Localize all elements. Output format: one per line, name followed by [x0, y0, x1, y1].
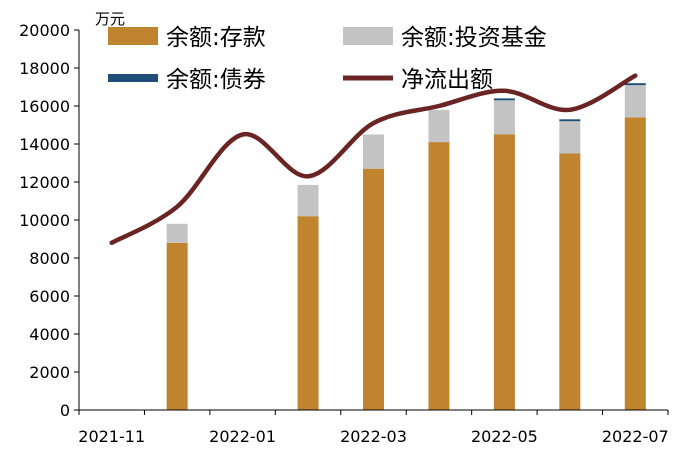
bars-layer: [166, 83, 646, 411]
y-tick-label: 4000: [29, 325, 70, 344]
y-tick-label: 16000: [19, 97, 70, 116]
x-tick-label: 2022-03: [340, 427, 407, 446]
legend: 余额:存款 余额:投资基金 余额:债券 净流出额: [108, 25, 547, 93]
legend-label-fund: 余额:投资基金: [401, 25, 547, 51]
legend-label-line: 净流出额: [401, 67, 493, 93]
y-tick-label: 6000: [29, 287, 70, 306]
y-tick-label: 12000: [19, 173, 70, 192]
bar-series2-2022-07: [624, 83, 646, 86]
bar-series0-2021-12: [166, 242, 188, 410]
bar-series2-2022-06: [559, 119, 581, 122]
y-tick-label: 2000: [29, 363, 70, 382]
x-tick-label: 2022-05: [471, 427, 538, 446]
legend-label-deposit: 余额:存款: [166, 25, 266, 51]
y-tick-label: 8000: [29, 249, 70, 268]
unit-label: 万元: [95, 10, 125, 28]
y-tick-label: 20000: [19, 21, 70, 40]
y-ticks: 0 2000 4000 6000 8000 10000 12000 14000 16000 180…: [19, 21, 79, 420]
bar-series0-2022-03: [363, 168, 384, 410]
bar-series0-2022-04: [428, 142, 450, 410]
bar-series1-2022-02: [297, 184, 319, 217]
y-tick-label: 0: [60, 401, 70, 420]
legend-label-bond: 余额:债券: [166, 67, 266, 93]
x-ticks: 2021-11 2022-01 2022-03 2022-05 2022-07: [78, 410, 669, 446]
bar-series1-2022-04: [428, 109, 450, 143]
legend-swatch-bond: [108, 74, 158, 82]
bar-series0-2022-05: [493, 134, 515, 410]
bar-series0-2022-02: [297, 216, 319, 410]
bar-series1-2022-07: [624, 85, 646, 118]
legend-swatch-deposit: [108, 27, 158, 45]
y-tick-label: 14000: [19, 135, 70, 154]
legend-swatch-fund: [343, 27, 393, 45]
bar-series1-2022-06: [559, 121, 581, 154]
x-tick-label: 2021-11: [78, 427, 145, 446]
bar-series0-2022-07: [624, 117, 646, 411]
net-outflow-line: [109, 73, 638, 246]
x-tick-label: 2022-01: [209, 427, 276, 446]
y-tick-label: 10000: [19, 211, 70, 230]
bar-series1-2021-12: [166, 223, 188, 243]
x-tick-label: 2022-07: [602, 427, 669, 446]
y-tick-label: 18000: [19, 59, 70, 78]
bar-series1-2022-05: [493, 100, 515, 135]
bar-series0-2022-06: [559, 153, 581, 410]
bar-series1-2022-03: [363, 134, 384, 169]
bar-series2-2022-05: [493, 98, 515, 101]
